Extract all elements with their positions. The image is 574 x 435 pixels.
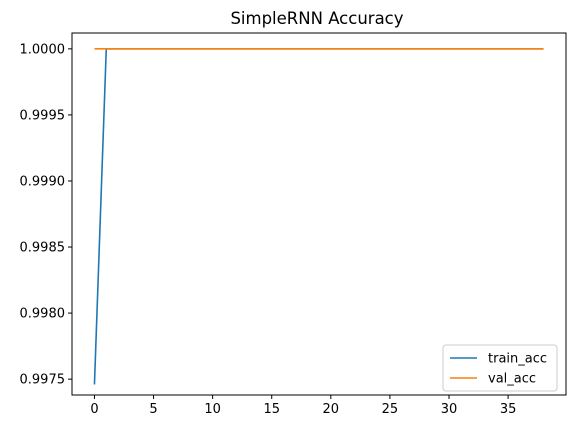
y-tick-label: 0.9990 (20, 174, 66, 189)
chart-title: SimpleRNN Accuracy (230, 9, 403, 28)
legend-box (442, 344, 558, 392)
x-tick-label: 35 (500, 402, 517, 417)
y-tick-label: 0.9975 (20, 373, 66, 388)
x-tick-label: 0 (90, 402, 98, 417)
x-tick-label: 15 (263, 402, 280, 417)
legend-label-train_acc: train_acc (488, 352, 547, 367)
y-tick-label: 0.9995 (20, 108, 66, 123)
plot-frame (71, 32, 567, 396)
legend-label-val_acc: val_acc (488, 372, 536, 387)
series-line-train_acc (93, 48, 544, 385)
y-tick-label: 1.0000 (20, 42, 66, 57)
y-tick-label: 0.9980 (20, 307, 66, 322)
x-tick-label: 25 (382, 402, 399, 417)
y-axis: 0.9975 0.9980 0.9985 0.9990 0.9995 1.0000 (20, 42, 72, 388)
y-tick-label: 0.9985 (20, 241, 66, 256)
series-layer (93, 48, 544, 385)
x-axis: 0 5 10 15 20 25 30 35 (90, 395, 516, 417)
x-tick-label: 10 (204, 402, 221, 417)
legend: train_acc val_acc (442, 344, 558, 392)
x-tick-label: 20 (323, 402, 340, 417)
x-tick-label: 30 (441, 402, 458, 417)
x-tick-label: 5 (149, 402, 157, 417)
